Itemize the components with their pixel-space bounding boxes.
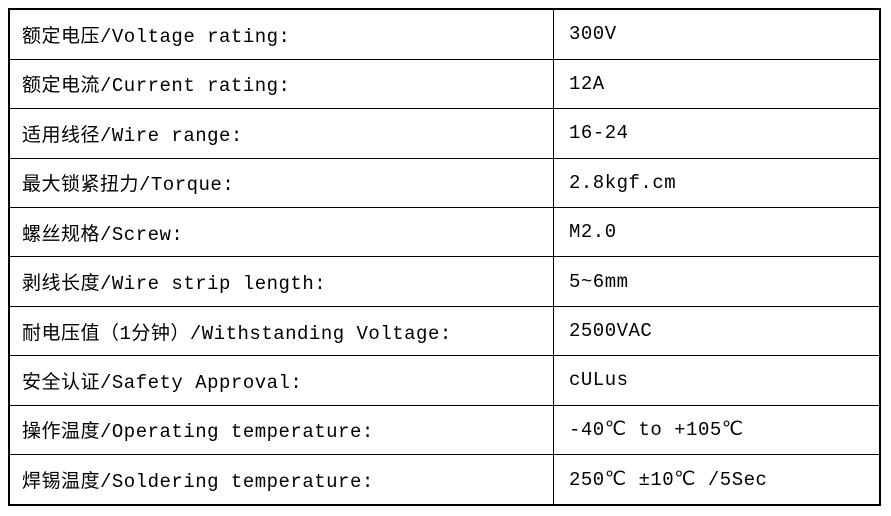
table-row: 耐电压值（1分钟）/Withstanding Voltage: 2500VAC [8,305,881,357]
spec-value-screw: M2.0 [553,207,881,258]
table-row: 额定电流/Current rating: 12A [8,58,881,110]
table-row: 螺丝规格/Screw: M2.0 [8,207,881,258]
spec-label-torque: 最大锁紧扭力/Torque: [8,157,554,209]
table-row: 额定电压/Voltage rating: 300V [8,8,881,60]
table-row: 安全认证/Safety Approval: cULus [8,355,881,406]
spec-value-wire-strip-length: 5~6mm [553,256,881,307]
spec-label-withstanding-voltage: 耐电压值（1分钟）/Withstanding Voltage: [8,305,554,357]
spec-value-voltage-rating: 300V [553,8,881,60]
spec-label-current-rating: 额定电流/Current rating: [8,58,554,110]
spec-value-soldering-temperature: 250℃ ±10℃ /5Sec [553,454,881,506]
spec-label-soldering-temperature: 焊锡温度/Soldering temperature: [8,454,554,506]
spec-label-wire-range: 适用线径/Wire range: [8,108,554,159]
spec-label-wire-strip-length: 剥线长度/Wire strip length: [8,256,554,307]
spec-value-wire-range: 16-24 [553,108,881,159]
spec-label-operating-temperature: 操作温度/Operating temperature: [8,404,554,456]
spec-value-torque: 2.8kgf.cm [553,157,881,209]
table-row: 最大锁紧扭力/Torque: 2.8kgf.cm [8,157,881,209]
specifications-table: 额定电压/Voltage rating: 300V 额定电流/Current r… [8,8,881,506]
spec-value-withstanding-voltage: 2500VAC [553,305,881,357]
spec-label-voltage-rating: 额定电压/Voltage rating: [8,8,554,60]
table-row: 剥线长度/Wire strip length: 5~6mm [8,256,881,307]
spec-sheet: 额定电压/Voltage rating: 300V 额定电流/Current r… [8,8,881,506]
spec-value-operating-temperature: -40℃ to +105℃ [553,404,881,456]
spec-label-screw: 螺丝规格/Screw: [8,207,554,258]
table-row: 操作温度/Operating temperature: -40℃ to +105… [8,404,881,456]
spec-label-safety-approval: 安全认证/Safety Approval: [8,355,554,406]
table-row: 焊锡温度/Soldering temperature: 250℃ ±10℃ /5… [8,454,881,506]
spec-value-current-rating: 12A [553,58,881,110]
spec-value-safety-approval: cULus [553,355,881,406]
table-row: 适用线径/Wire range: 16-24 [8,108,881,159]
